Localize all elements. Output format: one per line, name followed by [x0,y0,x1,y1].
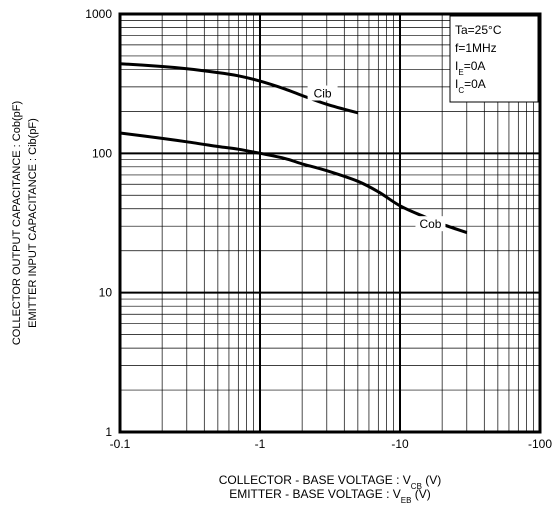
x-axis-label-line: COLLECTOR - BASE VOLTAGE : VCB (V) [219,473,442,491]
y-tick-label: 1 [105,425,112,439]
conditions-frame [449,15,539,103]
condition-text: f=1MHz [455,41,497,55]
x-axis-label-line: EMITTER - BASE VOLTAGE : VEB (V) [229,487,431,505]
condition-text: IE=0A [455,59,485,77]
y-axis-label: COLLECTOR OUTPUT CAPACITANCE : Cob(pF) EM… [11,101,39,345]
x-tick-label: -1 [255,437,266,451]
y-axis-label-line: COLLECTOR OUTPUT CAPACITANCE : Cob(pF) [11,101,23,345]
plot-frame [118,12,542,434]
y-tick-label: 100 [92,146,112,160]
series-label-cib: Cib [314,87,332,101]
x-tick-label: -0.1 [110,437,131,451]
tick-labels: -0.1 -1 -10 -100 1 10 100 1000 [85,7,552,451]
condition-text: Ta=25°C [455,23,502,37]
series-label-bg [307,85,338,101]
y-tick-label: 10 [99,286,113,300]
series-labels: Cib Cob [307,85,446,232]
series-label-cob: Cob [419,217,441,231]
x-tick-label: -10 [391,437,409,451]
condition-text: IC=0A [455,77,486,95]
x-axis-label: COLLECTOR - BASE VOLTAGE : VCB (V)EMITTE… [219,473,442,505]
x-tick-label: -100 [528,437,552,451]
series-label-bg [415,216,446,232]
series-line-cob [119,131,468,235]
y-axis-label-line: EMITTER INPUT CAPACITANCE : Cib(pF) [27,118,39,328]
y-tick-label: 1000 [85,7,112,21]
